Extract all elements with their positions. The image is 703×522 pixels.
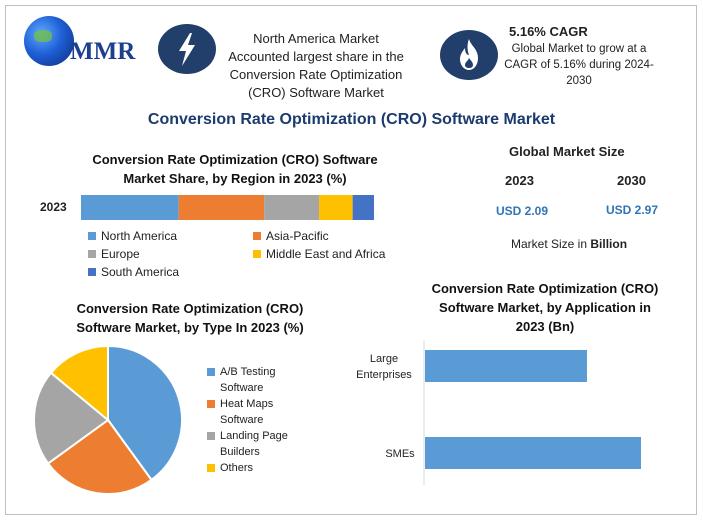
lightning-bolt-icon [158, 24, 216, 74]
legend-swatch [253, 232, 261, 240]
legend-label: A/B Testing [220, 366, 276, 378]
legend-asia-pacific: Asia-Pacific [253, 229, 329, 243]
north-america-info: North America Market Accounted largest s… [218, 30, 414, 102]
category-label: Enterprises [356, 369, 412, 381]
region-category-label: 2023 [40, 200, 67, 214]
legend-north-america: North America [88, 229, 177, 243]
note-prefix: Market Size in [511, 237, 591, 251]
application-bar-smes [425, 437, 641, 469]
legend-label: Software [220, 382, 264, 394]
legend-label: North America [101, 229, 178, 243]
legend-swatch [207, 368, 215, 376]
region-segment-north-america [81, 195, 179, 220]
info-line: (CRO) Software Market [248, 85, 384, 100]
region-segment-europe [264, 195, 320, 220]
application-chart-title: Conversion Rate Optimization (CRO) Softw… [410, 279, 680, 336]
info-line: North America Market [253, 31, 379, 46]
value-2023: USD 2.09 [496, 204, 549, 218]
legend-label: Europe [101, 247, 140, 261]
legend-europe: Europe [88, 247, 140, 261]
category-label: Large [370, 353, 398, 365]
legend-south-america: South America [88, 265, 179, 279]
pie-slice-landing-page-builders [33, 371, 110, 465]
cagr-line: Global Market to grow at a [511, 43, 647, 55]
flame-icon [440, 30, 498, 80]
legend-swatch [207, 400, 215, 408]
region-segment-middle-east-and-africa [319, 195, 353, 220]
legend-label: Software [220, 414, 264, 426]
application-title-line: 2023 (Bn) [515, 319, 575, 334]
type-title-line: Conversion Rate Optimization (CRO) [76, 301, 304, 316]
legend-label: Heat Maps [220, 398, 274, 410]
info-line: Accounted largest share in the [228, 49, 404, 64]
legend-label: Builders [220, 446, 260, 458]
region-segment-asia-pacific [178, 195, 265, 220]
region-title-line: Market Share, by Region in 2023 (%) [123, 171, 347, 186]
type-chart-title: Conversion Rate Optimization (CRO) Softw… [40, 299, 340, 337]
market-size-title: Global Market Size [509, 144, 625, 159]
category-label: SMEs [385, 448, 415, 460]
type-title-line: Software Market, by Type In 2023 (%) [76, 320, 304, 335]
legend-label: Landing Page [220, 430, 288, 442]
legend-label: Asia-Pacific [266, 229, 329, 243]
main-title: Conversion Rate Optimization (CRO) Softw… [147, 111, 556, 128]
type-legend: A/B Testing Software Heat Maps Software La… [207, 364, 317, 476]
legend-swatch [88, 250, 96, 258]
cagr-title: 5.16% CAGR [509, 24, 588, 39]
legend-swatch [88, 268, 96, 276]
cagr-line: CAGR of 5.16% during 2024- [504, 59, 654, 71]
legend-landing-page: Landing Page Builders [207, 428, 317, 460]
legend-ab-testing: A/B Testing Software [207, 364, 317, 396]
globe-icon [24, 16, 74, 66]
pie-slice-heat-maps-software [46, 418, 153, 495]
year-2023: 2023 [505, 173, 534, 188]
legend-label: Middle East and Africa [266, 247, 386, 261]
legend-label: Others [220, 462, 254, 474]
type-pie-chart [33, 344, 183, 495]
infographic-frame [5, 5, 697, 515]
pie-slice-a-b-testing-software [107, 344, 183, 482]
cagr-description: Global Market to grow at a CAGR of 5.16%… [500, 41, 658, 89]
pie-slice-others [49, 344, 109, 423]
legend-swatch [207, 464, 215, 472]
legend-label: South America [101, 265, 180, 279]
cagr-line: 2030 [566, 75, 592, 87]
region-chart-title: Conversion Rate Optimization (CRO) Softw… [70, 150, 400, 188]
application-bar-chart: Large Enterprises SMEs [356, 340, 641, 485]
logo-text: MMR [70, 38, 136, 65]
region-stacked-bar-chart: 2023 [40, 195, 374, 220]
value-2030: USD 2.97 [606, 203, 659, 217]
region-title-line: Conversion Rate Optimization (CRO) Softw… [92, 152, 378, 167]
application-title-line: Conversion Rate Optimization (CRO) [431, 281, 659, 296]
region-segment-south-america [352, 195, 374, 220]
legend-swatch [207, 432, 215, 440]
legend-others: Others [207, 460, 317, 476]
mmr-logo: MMR [18, 10, 148, 72]
legend-swatch [253, 250, 261, 258]
application-title-line: Software Market, by Application in [439, 300, 651, 315]
year-2030: 2030 [617, 173, 646, 188]
info-line: Conversion Rate Optimization [229, 67, 403, 82]
legend-heat-maps: Heat Maps Software [207, 396, 317, 428]
legend-swatch [88, 232, 96, 240]
market-size-note: Market Size in Billion [511, 237, 627, 251]
note-unit: Billion [590, 237, 628, 251]
application-bar-large-enterprises [425, 350, 587, 382]
legend-middle-east-africa: Middle East and Africa [253, 247, 385, 261]
